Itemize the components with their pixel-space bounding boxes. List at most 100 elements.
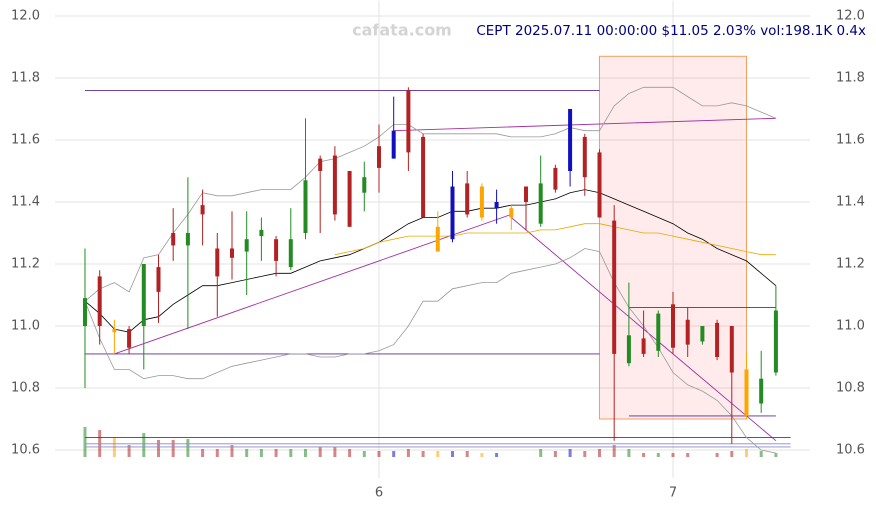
candle-body	[744, 369, 749, 416]
volume-bar	[274, 449, 278, 457]
volume-bar	[450, 451, 454, 457]
candle-body	[479, 186, 484, 218]
volume-bar	[259, 449, 263, 457]
volume-bar	[362, 451, 366, 457]
candle-body	[156, 267, 161, 292]
indicator-line	[334, 223, 776, 256]
candle-body	[553, 167, 558, 190]
candle-body	[450, 186, 455, 240]
y-tick-label-right: 11.2	[836, 257, 865, 272]
candle-body	[97, 276, 102, 326]
candle-body	[641, 338, 646, 354]
indicator-line	[84, 189, 777, 333]
candle-body	[670, 304, 675, 348]
volume-bar	[112, 438, 116, 457]
candle-body	[82, 298, 87, 326]
volume-bar	[392, 451, 396, 457]
volume-bar	[348, 449, 352, 457]
volume-bar	[774, 453, 778, 457]
volume-bar	[656, 453, 660, 457]
y-tick-label: 11.4	[11, 195, 40, 210]
candle-body	[391, 130, 396, 159]
candle-body	[773, 310, 778, 373]
volume-bar	[245, 449, 249, 457]
volume-bar	[744, 449, 748, 457]
y-tick-label: 11.0	[11, 319, 40, 334]
candle-body	[538, 183, 543, 224]
y-tick-label-right: 10.8	[836, 381, 865, 396]
candle-body	[759, 378, 764, 404]
volume-bar	[480, 453, 484, 457]
candle-body	[215, 248, 220, 277]
volume-bar	[318, 447, 322, 457]
volume-bar	[715, 453, 719, 457]
indicator-line	[84, 248, 776, 454]
volume-bar	[156, 440, 160, 457]
volume-bar	[686, 453, 690, 457]
candle-body	[700, 326, 705, 342]
candle-body	[421, 136, 426, 218]
volume-bar	[421, 451, 425, 457]
volume-bar	[597, 449, 601, 457]
y-tick-label: 11.8	[11, 71, 40, 86]
volume-bar	[83, 427, 87, 457]
y-tick-label-right: 11.4	[836, 195, 865, 210]
volume-bar	[142, 433, 146, 457]
candle-body	[229, 248, 234, 258]
y-tick-label: 10.6	[11, 443, 40, 458]
y-tick-label: 12.0	[11, 9, 40, 24]
candle-body	[127, 329, 132, 348]
candle-body	[685, 319, 690, 345]
watermark: cafata.com	[352, 21, 452, 40]
candle-body	[523, 186, 528, 202]
candle-body	[376, 146, 381, 168]
volume-bar	[583, 451, 587, 457]
trend-line	[393, 117, 776, 132]
candle-body	[303, 180, 308, 233]
volume-bar	[495, 453, 499, 457]
volume-bar	[759, 451, 763, 457]
x-tick-label: 6	[375, 486, 383, 501]
highlight-region	[598, 55, 747, 420]
candle-body	[171, 233, 176, 246]
volume-bar	[303, 449, 307, 457]
candle-body	[626, 335, 631, 364]
candle-body	[362, 177, 367, 193]
volume-bar	[627, 449, 631, 457]
volume-bar	[289, 449, 293, 457]
candle-body	[612, 220, 617, 354]
volume-bar	[230, 445, 234, 457]
candle-body	[274, 239, 279, 261]
x-tick-label: 7	[669, 486, 677, 501]
volume-bar	[730, 451, 734, 457]
volume-bar	[406, 449, 410, 457]
volume-bar	[568, 449, 572, 457]
candle-body	[318, 158, 323, 171]
volume-bar	[465, 451, 469, 457]
volume-bar	[333, 447, 337, 457]
candle-body	[288, 239, 293, 268]
volume-bar	[377, 451, 381, 457]
y-tick-label: 11.2	[11, 257, 40, 272]
y-tick-label-right: 11.6	[836, 133, 865, 148]
candle-body	[112, 329, 117, 333]
candle-body	[259, 229, 264, 237]
volume-bar	[671, 453, 675, 457]
chart-title: CEPT 2025.07.11 00:00:00 $11.05 2.03% vo…	[476, 23, 866, 39]
candle-body	[465, 183, 470, 215]
volume-bar	[539, 449, 543, 457]
candle-body	[244, 239, 249, 252]
candle-body	[494, 202, 499, 209]
candle-body	[200, 205, 205, 215]
y-tick-label-right: 11.8	[836, 71, 865, 86]
y-tick-label: 11.6	[11, 133, 40, 148]
candle-body	[597, 152, 602, 218]
candle-body	[509, 208, 514, 218]
candle-body	[729, 326, 734, 373]
volume-bar	[171, 440, 175, 457]
volume-bar	[201, 449, 205, 457]
candle-body	[406, 90, 411, 153]
volume-bar	[642, 453, 646, 457]
candle-body	[715, 322, 720, 357]
